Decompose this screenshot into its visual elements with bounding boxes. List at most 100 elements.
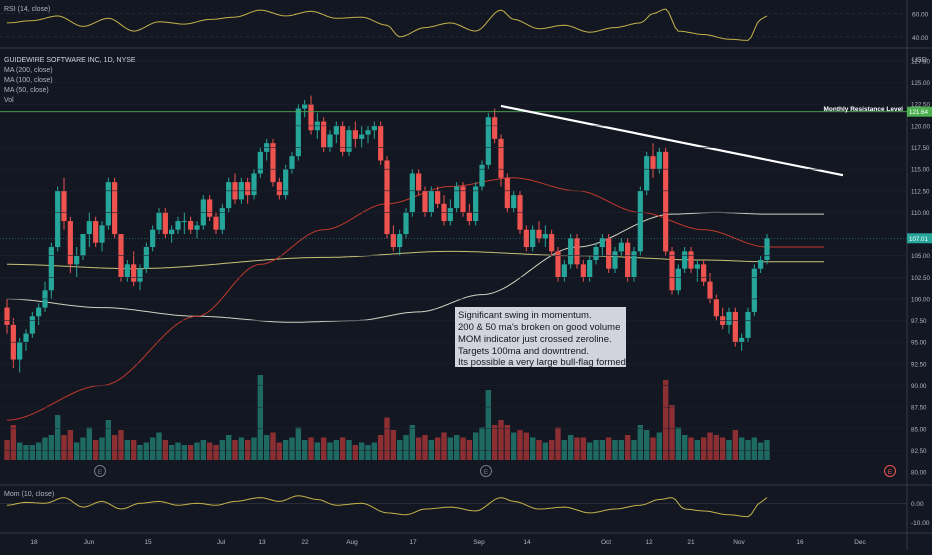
candle-body[interactable] [688,251,694,269]
candle-body[interactable] [93,221,99,243]
candle-body[interactable] [143,247,149,269]
candle-body[interactable] [682,251,688,269]
candle-body[interactable] [162,212,168,235]
candle-body[interactable] [378,125,384,161]
candle-body[interactable] [574,238,580,265]
candle-body[interactable] [479,164,485,187]
candle-body[interactable] [359,134,365,139]
candle-body[interactable] [340,125,346,152]
candle-body[interactable] [61,190,67,222]
candle-body[interactable] [580,264,586,278]
candle-body[interactable] [568,238,574,265]
candle-body[interactable] [492,117,498,139]
candle-body[interactable] [48,247,54,291]
candle-body[interactable] [485,117,491,165]
candle-body[interactable] [327,134,333,148]
rsi-legend[interactable]: RSI (14, close) [4,6,50,13]
candle-body[interactable] [346,130,352,152]
candle-body[interactable] [625,242,631,278]
candle-body[interactable] [283,169,289,196]
candle-body[interactable] [732,311,738,343]
candle-body[interactable] [99,225,105,243]
candle-body[interactable] [403,212,409,235]
candle-body[interactable] [713,298,719,317]
candle-body[interactable] [55,190,61,248]
candle-body[interactable] [23,333,29,343]
candle-body[interactable] [270,143,276,183]
candle-body[interactable] [701,264,707,282]
candle-body[interactable] [631,251,637,278]
candle-body[interactable] [542,234,548,239]
candle-body[interactable] [4,307,10,325]
candle-body[interactable] [466,212,472,222]
candle-body[interactable] [587,260,593,278]
candle-body[interactable] [131,264,137,282]
candle-body[interactable] [124,264,130,278]
candle-body[interactable] [213,216,219,230]
candle-body[interactable] [612,251,618,269]
candle-body[interactable] [707,281,713,299]
candle-body[interactable] [561,264,567,278]
symbol-legend[interactable]: GUIDEWIRE SOFTWARE INC, 1D, NYSE [4,57,136,64]
candle-body[interactable] [29,316,35,334]
candle-body[interactable] [555,251,561,278]
candle-body[interactable] [454,186,460,209]
candle-body[interactable] [599,238,605,248]
candle-body[interactable] [447,208,453,222]
candle-body[interactable] [530,229,536,248]
candle-body[interactable] [751,268,757,312]
downtrend-line[interactable] [500,104,844,177]
candle-body[interactable] [245,182,251,196]
candle-body[interactable] [593,247,599,261]
earnings-marker[interactable]: E [480,465,492,477]
earnings-marker[interactable]: E [884,465,896,477]
candle-body[interactable] [504,177,510,209]
candle-body[interactable] [207,199,213,217]
candle-body[interactable] [694,264,700,269]
price-axis[interactable]: 127.50 125.00 122.50 120.00 117.50 115.00 112.… [0,58,930,477]
mom-legend[interactable]: Mom (10, close) [4,491,54,498]
candle-body[interactable] [156,212,162,230]
candle-body[interactable] [764,238,770,261]
candle-body[interactable] [428,190,434,213]
candle-body[interactable] [745,311,751,338]
candle-body[interactable] [523,229,529,248]
candle-body[interactable] [188,221,194,230]
candle-body[interactable] [86,221,92,235]
candle-body[interactable] [663,151,669,252]
drawings[interactable]: 121.64 107.01 [0,104,932,244]
candle-body[interactable] [352,130,358,139]
candle-body[interactable] [36,307,42,317]
ma100-legend[interactable]: MA (100, close) [4,77,53,84]
candle-body[interactable] [276,182,282,196]
candle-body[interactable] [498,138,504,178]
candle-body[interactable] [169,229,175,235]
ma200-legend[interactable]: MA (200, close) [4,67,53,74]
candle-body[interactable] [739,337,745,343]
candle-body[interactable] [371,125,377,131]
candle-body[interactable] [675,268,681,291]
candle-body[interactable] [295,108,301,157]
candle-body[interactable] [150,229,156,248]
candle-body[interactable] [637,190,643,252]
candle-body[interactable] [606,238,612,269]
candle-body[interactable] [219,208,225,230]
candle-body[interactable] [302,104,308,109]
ma50-legend[interactable]: MA (50, close) [4,87,49,94]
candle-body[interactable] [257,151,263,174]
candle-body[interactable] [308,104,314,131]
candle-body[interactable] [435,190,441,204]
candle-body[interactable] [17,342,23,360]
candle-body[interactable] [460,186,466,213]
candle-body[interactable] [409,173,415,213]
candle-body[interactable] [656,151,662,170]
candle-body[interactable] [74,255,80,265]
candle-body[interactable] [644,156,650,191]
candle-body[interactable] [365,130,371,135]
candle-body[interactable] [669,251,675,291]
candle-body[interactable] [726,311,732,325]
candle-body[interactable] [181,221,187,223]
candle-body[interactable] [422,190,428,213]
candle-body[interactable] [416,173,422,191]
